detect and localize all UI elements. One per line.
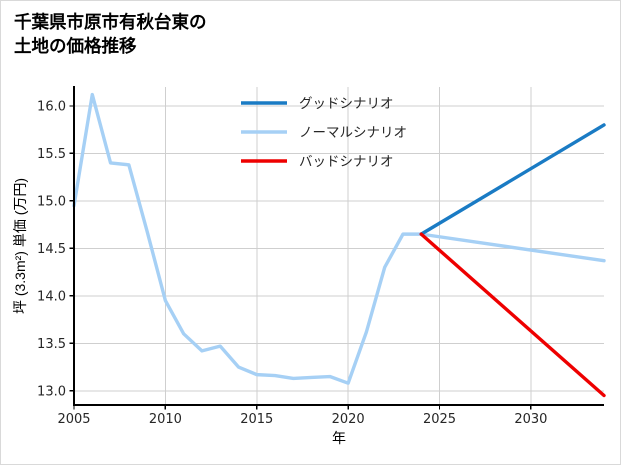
x-tick-label: 2005: [57, 412, 90, 427]
y-tick-label: 15.5: [37, 147, 66, 162]
tick-label-layer: 13.0 13.5 14.0 14.5 15.0 15.5 16.0 2005 2010 2015…: [37, 99, 547, 427]
legend-label: グッドシナリオ: [299, 96, 394, 111]
axis-layer: [69, 86, 604, 410]
series-line: [419, 123, 606, 236]
legend-label: ノーマルシナリオ: [299, 125, 407, 140]
axis-title-layer: 年 坪 (3.3m²) 単価 (万円): [12, 178, 346, 446]
legend-label: バッドシナリオ: [299, 154, 394, 169]
x-tick-label: 2015: [240, 412, 273, 427]
y-tick-label: 14.5: [37, 242, 66, 257]
x-tick-label: 2020: [332, 412, 365, 427]
page-title: 千葉県市原市有秋台東の 土地の価格推移: [14, 12, 207, 57]
x-tick-label: 2010: [149, 412, 182, 427]
y-tick-label: 13.5: [37, 337, 66, 352]
series-line: [72, 92, 606, 385]
x-tick-label: 2025: [423, 412, 456, 427]
x-axis-title: 年: [332, 430, 346, 446]
y-tick-label: 15.0: [37, 194, 66, 209]
series-line: [419, 232, 606, 398]
y-tick-label: 16.0: [37, 99, 66, 114]
y-axis-title: 坪 (3.3m²) 単価 (万円): [12, 178, 28, 314]
x-tick-label: 2030: [514, 412, 547, 427]
y-tick-label: 13.0: [37, 384, 66, 399]
series-layer: [72, 92, 606, 398]
y-tick-label: 14.0: [37, 289, 66, 304]
